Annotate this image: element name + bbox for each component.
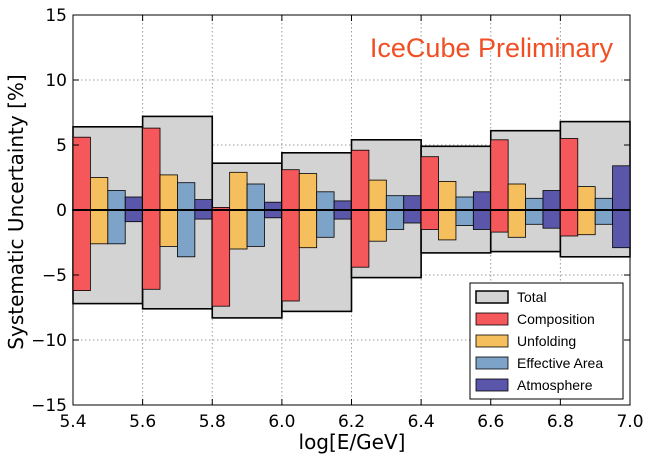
legend-label-effective-area: Effective Area xyxy=(517,355,603,371)
bar-atmosphere-upper-5 xyxy=(472,191,492,211)
bar-atmosphere-lower-1 xyxy=(194,209,213,220)
y-tick-label-3: 0 xyxy=(56,201,67,221)
bar-composition-upper-0 xyxy=(72,136,91,211)
y-tick-label-0: −15 xyxy=(31,396,67,416)
bar-composition-lower-2 xyxy=(211,209,231,307)
bar-composition-upper-4 xyxy=(351,149,370,211)
bar-composition-lower-5 xyxy=(420,209,439,230)
bar-composition-upper-1 xyxy=(142,127,161,211)
bar-atmosphere-lower-4 xyxy=(403,209,422,224)
bar-atmosphere-lower-2 xyxy=(264,209,283,219)
bar-atmosphere-lower-0 xyxy=(124,209,144,223)
bar-atmosphere-lower-3 xyxy=(333,209,352,220)
bar-unfolding-upper-3 xyxy=(298,173,318,211)
x-tick-label-6: 6.6 xyxy=(477,412,504,432)
bar-composition-upper-5 xyxy=(420,156,439,211)
bar-effective-area-lower-1 xyxy=(177,209,196,258)
bar-effective-area-lower-4 xyxy=(385,209,405,230)
bar-effective-area-lower-6 xyxy=(525,209,544,225)
bar-unfolding-lower-2 xyxy=(229,209,248,250)
bar-atmosphere-upper-3 xyxy=(333,200,352,211)
x-tick-label-2: 5.8 xyxy=(199,412,226,432)
bar-unfolding-upper-1 xyxy=(159,174,178,211)
bar-composition-lower-1 xyxy=(142,209,161,290)
bar-atmosphere-upper-2 xyxy=(264,201,283,211)
legend-swatch-atmosphere xyxy=(475,378,509,392)
bar-composition-upper-7 xyxy=(559,138,579,211)
legend-label-unfolding: Unfolding xyxy=(517,333,576,349)
bar-unfolding-lower-1 xyxy=(159,209,178,247)
x-tick-label-5: 6.4 xyxy=(408,412,435,432)
bar-effective-area-upper-5 xyxy=(455,196,474,211)
annotation: IceCube Preliminary xyxy=(370,33,614,63)
bar-effective-area-upper-6 xyxy=(525,197,544,211)
legend-label-composition: Composition xyxy=(517,311,595,327)
bar-unfolding-upper-7 xyxy=(577,186,596,211)
bar-composition-lower-7 xyxy=(559,209,579,237)
bar-atmosphere-upper-1 xyxy=(194,199,213,211)
bar-composition-lower-4 xyxy=(351,209,370,268)
bar-unfolding-upper-6 xyxy=(507,183,526,211)
bar-unfolding-upper-0 xyxy=(90,177,109,211)
bar-atmosphere-lower-6 xyxy=(542,209,561,229)
legend-swatch-composition xyxy=(475,312,509,326)
bar-effective-area-upper-3 xyxy=(316,191,335,211)
bar-unfolding-lower-4 xyxy=(368,209,387,242)
y-tick-label-6: 15 xyxy=(45,6,67,26)
y-tick-label-2: −5 xyxy=(42,266,67,286)
bar-unfolding-lower-5 xyxy=(438,209,457,241)
bar-unfolding-upper-2 xyxy=(229,171,248,211)
x-tick-label-3: 6.0 xyxy=(268,412,295,432)
x-tick-label-4: 6.2 xyxy=(338,412,365,432)
bar-effective-area-upper-1 xyxy=(177,182,196,211)
y-tick-label-5: 10 xyxy=(45,71,67,91)
bar-atmosphere-upper-7 xyxy=(612,165,631,211)
bar-composition-lower-6 xyxy=(490,209,509,233)
bar-effective-area-lower-3 xyxy=(316,209,335,238)
bar-unfolding-lower-0 xyxy=(90,209,109,245)
ticks: 5.4 5.6 5.8 6.0 6.2 6.4 6.6 6.8 7.0 −15 −10 −5 0 5 10 1… xyxy=(31,6,643,432)
legend-label-total: Total xyxy=(517,289,547,305)
legend: Total Composition Unfolding Effective Area A… xyxy=(469,282,624,400)
bar-unfolding-upper-4 xyxy=(368,179,387,211)
bar-effective-area-lower-5 xyxy=(455,209,474,226)
bar-effective-area-lower-0 xyxy=(107,209,126,245)
bar-unfolding-lower-3 xyxy=(298,209,318,249)
x-tick-label-8: 7.0 xyxy=(616,412,643,432)
legend-swatch-unfolding xyxy=(475,334,509,348)
bar-effective-area-upper-4 xyxy=(385,195,405,211)
bar-effective-area-upper-0 xyxy=(107,190,126,211)
bar-atmosphere-upper-0 xyxy=(124,196,144,211)
x-axis-label: log[E/GeV] xyxy=(299,430,406,454)
y-axis-label: Systematic Uncertainty [%] xyxy=(4,74,28,349)
bar-composition-upper-6 xyxy=(490,139,509,211)
y-tick-label-1: −10 xyxy=(31,331,67,351)
bar-unfolding-upper-5 xyxy=(438,180,457,211)
x-tick-label-1: 5.6 xyxy=(129,412,156,432)
bar-unfolding-lower-7 xyxy=(577,209,596,236)
bar-effective-area-upper-2 xyxy=(246,183,265,211)
bar-composition-upper-3 xyxy=(281,169,300,211)
legend-swatch-total xyxy=(475,290,509,304)
bar-effective-area-lower-2 xyxy=(246,209,265,247)
bar-atmosphere-lower-7 xyxy=(612,209,631,249)
bar-atmosphere-upper-4 xyxy=(403,195,422,211)
legend-swatch-effective-area xyxy=(475,356,509,370)
x-tick-label-0: 5.4 xyxy=(59,412,86,432)
y-tick-label-4: 5 xyxy=(56,136,67,156)
bar-unfolding-lower-6 xyxy=(507,209,526,238)
legend-label-atmosphere: Atmosphere xyxy=(517,377,593,393)
x-tick-label-7: 6.8 xyxy=(547,412,574,432)
bar-effective-area-upper-7 xyxy=(594,197,613,211)
bar-atmosphere-upper-6 xyxy=(542,190,561,211)
bar-effective-area-lower-7 xyxy=(594,209,613,225)
bar-composition-lower-3 xyxy=(281,209,300,302)
bar-atmosphere-lower-5 xyxy=(472,209,492,230)
bar-composition-lower-0 xyxy=(72,209,91,291)
